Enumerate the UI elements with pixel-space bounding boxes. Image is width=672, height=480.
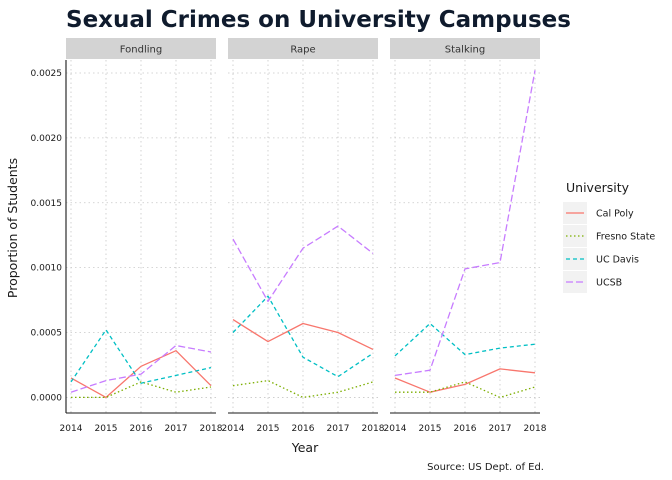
legend-label: Fresno State (596, 232, 655, 243)
legend-label: Cal Poly (596, 209, 634, 220)
series-line-ucsb (70, 344, 212, 393)
x-tick-label: 2015 (257, 424, 280, 434)
x-tick-label: 2018 (524, 424, 547, 434)
x-tick-label: 2016 (130, 424, 153, 434)
facet-strip-label: Rape (290, 45, 315, 56)
chart-title: Sexual Crimes on University Campuses (66, 7, 571, 33)
legend-item: Fresno State (563, 225, 655, 247)
y-tick-label: 0.0015 (31, 199, 63, 209)
series-line-cal-poly (394, 368, 536, 393)
series-line-fresno-state (71, 381, 212, 399)
x-tick-label: 2015 (95, 424, 118, 434)
series-line-uc-davis (70, 329, 212, 384)
panel-rape: Rape 2014 2015 2016 2017 2018 (222, 38, 385, 434)
series-line-cal-poly (232, 319, 374, 350)
series-line-cal-poly (70, 350, 212, 399)
y-tick-label: 0.0010 (31, 264, 63, 274)
facet-strip-label: Stalking (445, 45, 485, 56)
x-tick-label: 2014 (60, 424, 83, 434)
y-tick-label: 0.0020 (31, 134, 63, 144)
facet-strip (390, 38, 540, 59)
chart-caption: Source: US Dept. of Ed. (427, 462, 544, 473)
series-line-ucsb (394, 70, 536, 377)
y-tick-label: 0.0005 (31, 329, 63, 339)
x-tick-label: 2018 (362, 424, 385, 434)
legend-key-bg (563, 271, 587, 293)
x-tick-label: 2017 (489, 424, 512, 434)
legend-title: University (566, 180, 630, 195)
x-tick-label: 2016 (292, 424, 315, 434)
panels: Fondling 0.0000 0.0005 0.0010 0.0015 0.0020 0.… (31, 38, 547, 434)
legend-item: Cal Poly (563, 202, 634, 224)
facet-strip (228, 38, 378, 59)
panel-fondling: Fondling 0.0000 0.0005 0.0010 0.0015 0.0020 0.… (31, 38, 223, 434)
x-axis-title: Year (291, 440, 319, 455)
facet-strip-label: Fondling (120, 45, 162, 56)
legend: Cal Poly Fresno State UC Davis UCSB (563, 202, 655, 293)
y-tick-label: 0.0000 (31, 393, 63, 403)
y-axis-title: Proportion of Students (5, 158, 20, 298)
x-tick-label: 2014 (222, 424, 245, 434)
y-tick-label: 0.0025 (31, 69, 63, 79)
legend-item: UC Davis (563, 248, 639, 270)
facet-strip (66, 38, 216, 59)
x-tick-label: 2017 (165, 424, 188, 434)
x-tick-label: 2016 (454, 424, 477, 434)
x-tick-label: 2015 (419, 424, 442, 434)
x-tick-label: 2018 (200, 424, 223, 434)
series-line-ucsb (232, 225, 374, 303)
panel-stalking: Stalking 2014 2015 2016 2017 2018 (384, 38, 547, 434)
legend-label: UC Davis (596, 255, 639, 266)
series-line-uc-davis (232, 295, 374, 378)
x-tick-label: 2014 (384, 424, 407, 434)
x-tick-label: 2017 (327, 424, 350, 434)
legend-label: UCSB (596, 278, 622, 289)
series-line-uc-davis (394, 322, 536, 357)
legend-item: UCSB (563, 271, 622, 293)
